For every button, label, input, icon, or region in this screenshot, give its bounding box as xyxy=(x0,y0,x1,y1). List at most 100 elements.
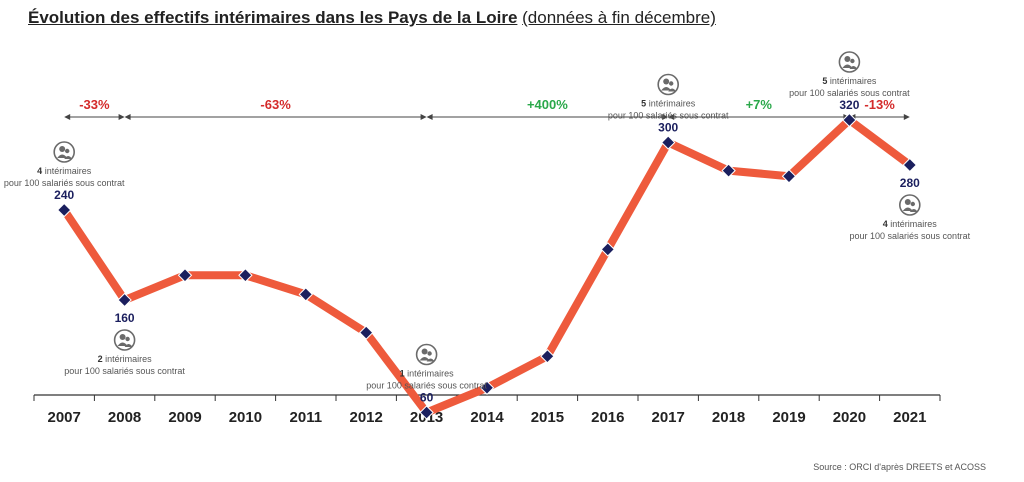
icon-head-2 xyxy=(125,336,130,342)
period-arrowhead-left xyxy=(668,114,675,120)
icon-head xyxy=(421,348,428,355)
x-tick-label: 2014 xyxy=(470,409,504,426)
icon-body xyxy=(419,357,430,361)
annotation-line-1: 5 intérimaires xyxy=(641,99,696,109)
icon-head xyxy=(59,146,66,152)
people-icon xyxy=(838,51,861,73)
people-icon xyxy=(53,141,75,163)
data-point-marker xyxy=(600,242,616,257)
period-change-label: +400% xyxy=(527,97,568,112)
annotation-line-2: pour 100 salariés sous contrat xyxy=(366,381,487,391)
data-point-marker xyxy=(419,405,434,420)
x-tick-label: 2019 xyxy=(772,409,805,426)
x-tick-label: 2011 xyxy=(290,409,323,426)
period-arrowhead-right xyxy=(420,114,427,120)
period-arrowhead-right xyxy=(903,114,910,120)
annotation-unit: intérimaires xyxy=(827,76,877,86)
people-icon xyxy=(657,73,680,96)
icon-ring xyxy=(415,343,438,366)
people-icon xyxy=(898,194,921,216)
icon-head-2 xyxy=(427,351,432,356)
period-change-label: +7% xyxy=(746,97,773,112)
icon-ring xyxy=(113,329,136,351)
data-point-marker xyxy=(177,268,193,283)
data-point-marker xyxy=(660,135,676,150)
data-label: 160 xyxy=(115,311,135,325)
annotation-line-1: 5 intérimaires xyxy=(822,76,877,86)
period-arrowhead-right xyxy=(118,114,125,120)
icon-head-2 xyxy=(910,201,915,207)
annotation-count: 2 xyxy=(98,354,103,364)
icon-body-2 xyxy=(849,66,858,69)
icon-ring xyxy=(838,51,861,73)
data-point-marker xyxy=(842,112,857,128)
period-change-label: -33% xyxy=(79,97,110,112)
data-point-marker xyxy=(479,380,495,395)
title-main: Évolution des effectifs intérimaires dan… xyxy=(28,8,518,27)
data-point-marker xyxy=(117,292,132,308)
annotation-count: 5 xyxy=(822,76,827,86)
x-tick-label: 2012 xyxy=(350,409,383,426)
annotation-count: 4 xyxy=(37,166,42,176)
data-point-marker xyxy=(781,169,797,184)
annotation-line-1: 1 intérimaires xyxy=(400,369,455,379)
period-arrowhead-left xyxy=(124,114,131,120)
annotation-unit: intérimaires xyxy=(646,99,696,109)
period-arrowhead-left xyxy=(64,114,71,120)
icon-head xyxy=(844,56,851,62)
icon-body xyxy=(902,207,913,211)
icon-head-2 xyxy=(669,81,674,86)
x-tick-label: 2008 xyxy=(108,409,141,426)
data-point-marker xyxy=(358,325,374,340)
data-point-marker xyxy=(721,163,736,178)
title-subtitle: (données à fin décembre) xyxy=(522,8,716,27)
annotation-line-1: 4 intérimaires xyxy=(37,166,92,176)
icon-body-2 xyxy=(668,88,677,92)
data-point-marker xyxy=(540,349,555,364)
x-tick-label: 2020 xyxy=(833,409,866,426)
icon-body xyxy=(117,342,128,346)
icon-ring xyxy=(53,141,75,163)
data-point-marker xyxy=(238,268,253,283)
icon-body-2 xyxy=(909,209,918,212)
icon-body-2 xyxy=(64,156,73,159)
icon-ring xyxy=(898,194,921,216)
icon-body-2 xyxy=(124,344,133,347)
data-label: 240 xyxy=(54,188,74,202)
annotation-line-2: pour 100 salariés sous contrat xyxy=(64,366,185,376)
data-label: 280 xyxy=(900,176,920,190)
people-icon xyxy=(415,343,438,366)
annotation-line-2: pour 100 salariés sous contrat xyxy=(608,111,729,121)
annotation-unit: intérimaires xyxy=(405,369,455,379)
data-label: 300 xyxy=(658,121,678,135)
x-tick-label: 2010 xyxy=(229,409,262,426)
icon-ring xyxy=(657,73,680,96)
annotation-line-1: 2 intérimaires xyxy=(98,354,153,364)
annotation-unit: intérimaires xyxy=(888,219,938,229)
icon-head-2 xyxy=(65,148,70,154)
data-label: 60 xyxy=(420,391,434,405)
x-tick-label: 2009 xyxy=(168,409,201,426)
series-line xyxy=(60,116,914,417)
annotation-unit: intérimaires xyxy=(42,166,92,176)
annotation-line-2: pour 100 salariés sous contrat xyxy=(789,88,910,98)
icon-body-2 xyxy=(426,358,435,362)
period-change-label: -13% xyxy=(864,97,895,112)
data-point-marker xyxy=(298,287,314,302)
icon-body xyxy=(661,87,672,91)
annotation-line-2: pour 100 salariés sous contrat xyxy=(4,178,125,188)
annotation-count: 1 xyxy=(400,369,405,379)
source-note: Source : ORCI d'après DREETS et ACOSS xyxy=(813,462,986,472)
icon-head xyxy=(904,199,911,205)
icon-body xyxy=(57,154,68,158)
icon-body xyxy=(842,64,853,68)
period-arrowhead-left xyxy=(426,114,433,120)
x-tick-label: 2015 xyxy=(531,409,564,426)
chart-title: Évolution des effectifs intérimaires dan… xyxy=(28,8,716,28)
x-tick-label: 2016 xyxy=(591,409,624,426)
data-point-marker xyxy=(56,202,72,218)
x-tick-label: 2007 xyxy=(48,409,81,426)
data-label: 320 xyxy=(839,98,859,112)
people-icon xyxy=(113,329,136,351)
